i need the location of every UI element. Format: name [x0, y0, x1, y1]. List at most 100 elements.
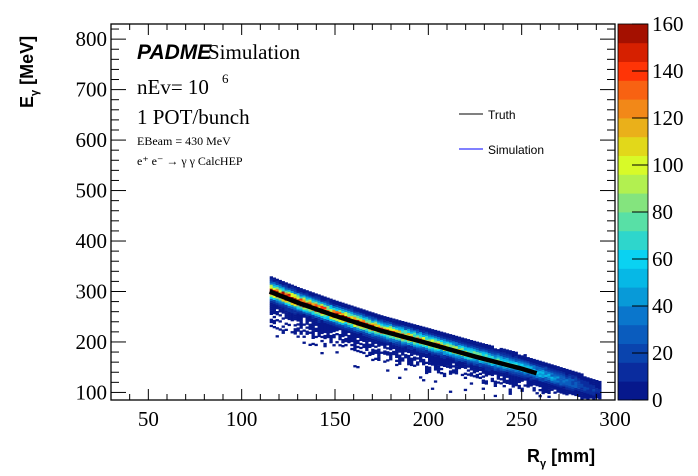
heatmap-cell	[586, 379, 590, 382]
heatmap-cell	[436, 353, 441, 356]
heatmap-cell	[463, 372, 468, 375]
heatmap-cell	[293, 330, 297, 333]
x-axis-title-unit: [mm]	[551, 446, 595, 466]
heatmap-cell	[502, 356, 506, 359]
heatmap-cell	[496, 367, 500, 370]
heatmap-cell	[353, 342, 357, 346]
heatmap-cell	[529, 380, 533, 383]
heatmap-cell	[413, 350, 417, 353]
heatmap-cell	[269, 320, 273, 324]
y-tick-label: 500	[76, 179, 108, 203]
heatmap-cell	[559, 389, 563, 392]
heatmap-cell	[428, 340, 432, 343]
heatmap-cell	[508, 354, 512, 357]
heatmap-cell	[535, 371, 539, 375]
heatmap-cell	[299, 306, 303, 309]
heatmap-cell	[284, 294, 288, 297]
heatmap-cell	[451, 339, 456, 342]
heatmap-cell	[329, 339, 333, 342]
heatmap-cell	[416, 327, 420, 330]
heatmap-cell	[568, 379, 572, 383]
heatmap-cell	[523, 372, 527, 375]
heatmap-cell	[448, 370, 453, 373]
heatmap-cell	[502, 376, 506, 380]
heatmap-cell	[362, 321, 366, 324]
heatmap-cell	[380, 351, 384, 354]
heatmap-cell	[353, 318, 357, 321]
heatmap-cell	[389, 339, 393, 343]
heatmap-cell	[565, 387, 569, 390]
heatmap-cell	[436, 365, 441, 368]
heatmap-cell	[341, 320, 345, 324]
heatmap-cell	[320, 301, 324, 304]
color-bar-band	[618, 99, 648, 119]
heatmap-cell	[568, 390, 572, 393]
heatmap-cell	[425, 361, 429, 364]
heatmap-cell	[571, 378, 575, 382]
heatmap-cell	[389, 342, 393, 345]
heatmap-cell	[448, 364, 453, 367]
heatmap-cell	[305, 292, 309, 295]
heatmap-cell	[374, 349, 378, 352]
heatmap-cell	[290, 331, 294, 334]
heatmap-cell	[568, 381, 572, 385]
heatmap-cell	[451, 365, 456, 368]
heatmap-cell	[520, 359, 524, 362]
heatmap-cell	[442, 338, 447, 341]
heatmap-cell	[436, 348, 441, 352]
heatmap-cell	[541, 369, 545, 372]
heatmap-cell	[365, 344, 369, 347]
heatmap-cell	[311, 322, 315, 325]
heatmap-cell	[416, 347, 420, 350]
heatmap-cell	[416, 343, 420, 346]
heatmap-cell	[577, 394, 581, 397]
heatmap-cell	[508, 390, 512, 393]
heatmap-cell	[544, 382, 548, 385]
heatmap-cell	[368, 345, 372, 348]
heatmap-cell	[496, 369, 500, 372]
heatmap-cell	[511, 353, 515, 356]
color-bar-band	[618, 118, 648, 138]
heatmap-cell	[433, 333, 438, 337]
heatmap-cell	[502, 378, 506, 382]
heatmap-cell	[511, 359, 515, 362]
heatmap-cell	[371, 350, 375, 353]
heatmap-cell	[323, 316, 327, 319]
heatmap-cell	[335, 318, 339, 322]
heatmap-cell	[341, 332, 345, 336]
heatmap-cell	[499, 353, 503, 357]
heatmap-cell	[353, 306, 357, 309]
heatmap-cell	[586, 383, 590, 386]
heatmap-cell	[439, 339, 444, 342]
heatmap-cell	[344, 331, 348, 335]
heatmap-cell	[460, 373, 465, 377]
heatmap-cell	[511, 381, 515, 384]
heatmap-cell	[565, 372, 569, 376]
heatmap-cell	[490, 371, 494, 375]
heatmap-cell	[496, 377, 500, 380]
heatmap-cell	[275, 319, 279, 322]
heatmap-cell	[338, 336, 342, 339]
heatmap-cell	[544, 378, 548, 381]
heatmap-cell	[565, 389, 569, 392]
heatmap-cell	[335, 310, 339, 314]
heatmap-cell	[598, 382, 602, 386]
heatmap-cell	[422, 358, 426, 362]
heatmap-cell	[347, 308, 351, 311]
heatmap-cell	[490, 379, 494, 383]
heatmap-cell	[511, 377, 515, 380]
heatmap-cell	[377, 348, 381, 351]
heatmap-cell	[469, 368, 474, 371]
heatmap-cell	[383, 326, 387, 329]
heatmap-cell	[329, 324, 333, 328]
heatmap-cell	[305, 312, 309, 315]
heatmap-cell	[353, 336, 357, 340]
heatmap-cell	[583, 378, 587, 381]
heatmap-cell	[436, 361, 441, 364]
heatmap-cell	[520, 357, 524, 360]
heatmap-cell	[308, 323, 312, 326]
heatmap-cell	[281, 303, 285, 306]
heatmap-cell	[523, 358, 527, 361]
heatmap-cell	[562, 370, 566, 373]
heatmap-cell	[433, 358, 438, 361]
